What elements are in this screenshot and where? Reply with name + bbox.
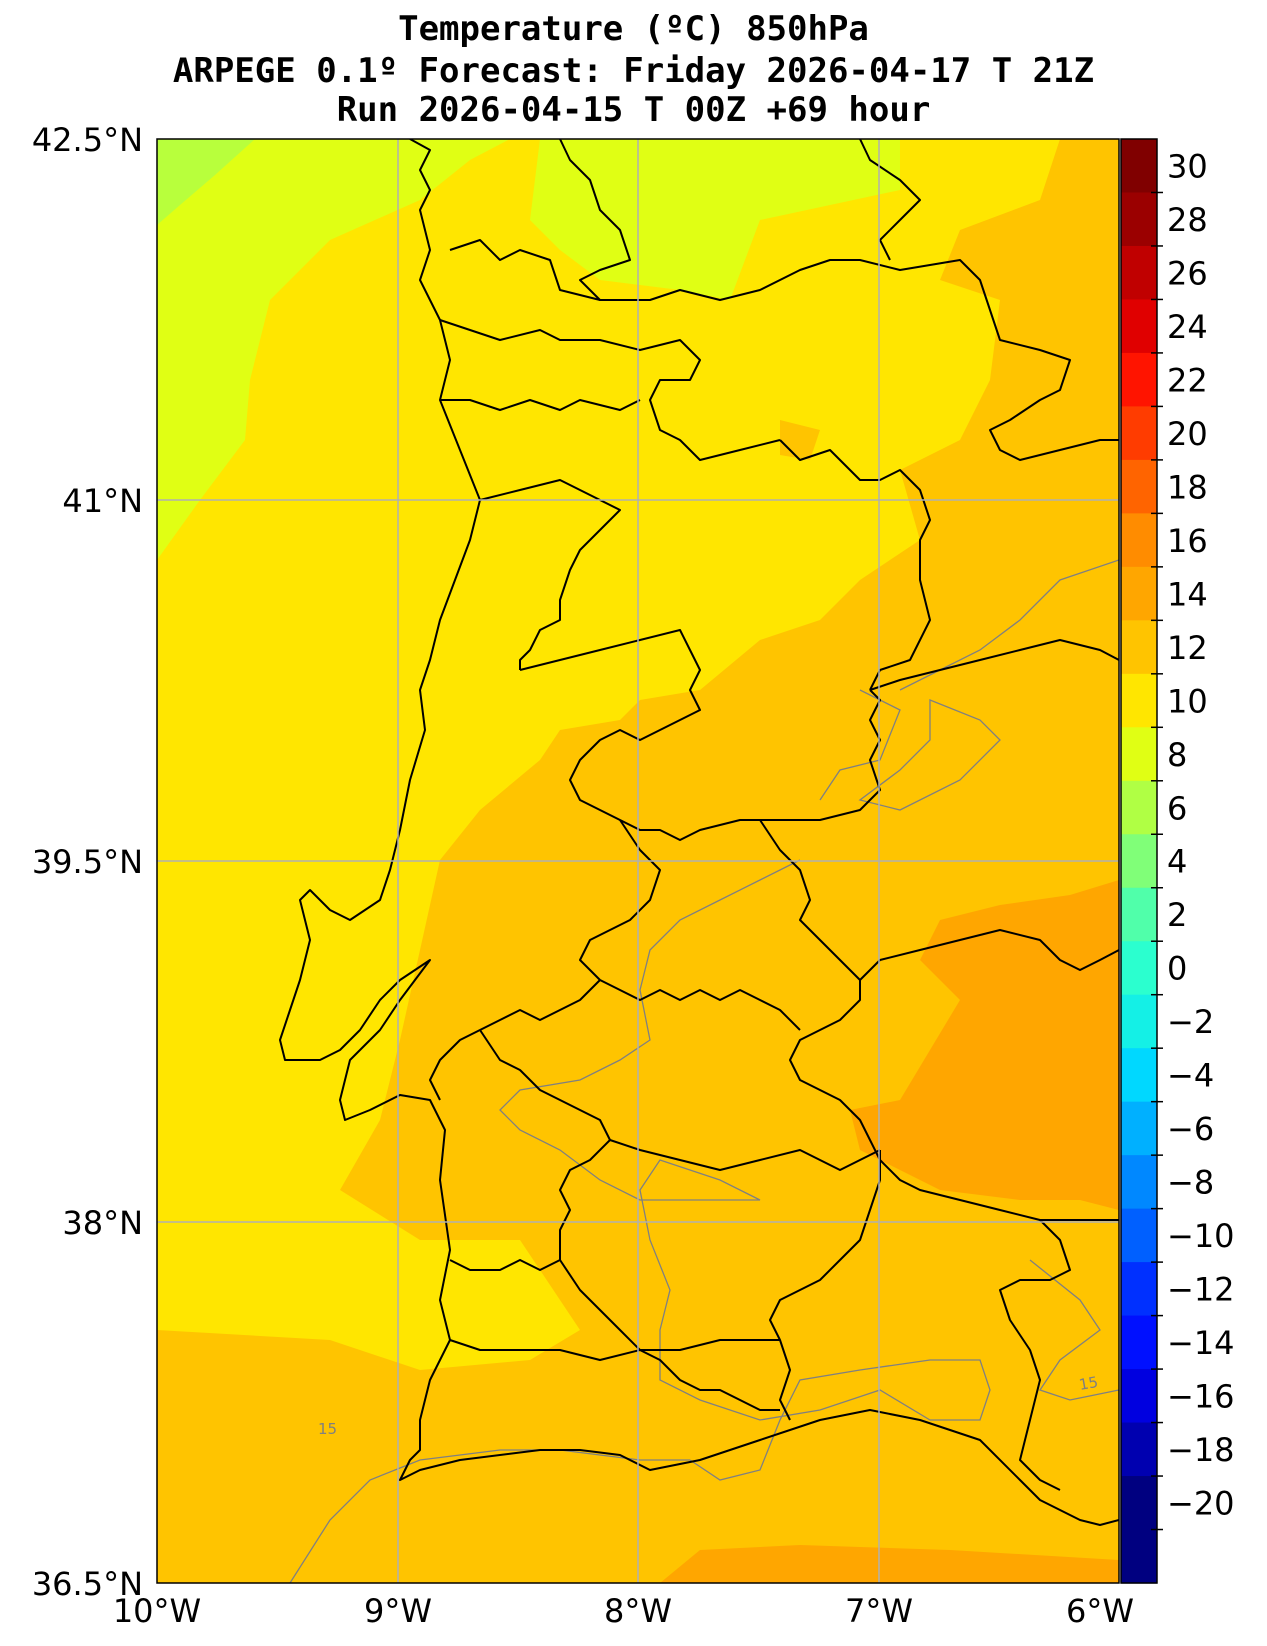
lon-tick-label: 10°W: [113, 1592, 201, 1630]
colorbar-band: [1121, 299, 1157, 354]
colorbar-band: [1121, 352, 1157, 408]
plot-frame: [156, 138, 1120, 1584]
lon-tick-label: 9°W: [364, 1592, 432, 1630]
colorbar-label: −18: [1167, 1431, 1235, 1469]
colorbar-band: [1121, 1422, 1157, 1477]
title-line-variable: Temperature (ºC) 850hPa: [398, 9, 869, 49]
colorbar-label: 10: [1167, 682, 1208, 720]
lat-tick-label: 38°N: [62, 1204, 143, 1242]
contour-label-west: 15: [318, 1420, 337, 1438]
lat-tick-label: 36.5°N: [32, 1565, 143, 1603]
colorbar-band: [1121, 513, 1157, 568]
colorbar-band: [1121, 406, 1157, 461]
colorbar-label: 18: [1167, 468, 1208, 506]
lon-tick-label: 6°W: [1066, 1592, 1134, 1630]
colorbar-label: 12: [1167, 629, 1208, 667]
colorbar-band: [1121, 566, 1157, 621]
colorbar-label: 2: [1167, 896, 1187, 934]
colorbar-band: [1121, 1315, 1157, 1370]
lat-tick-label: 42.5°N: [32, 121, 143, 159]
colorbar-label: 8: [1167, 736, 1187, 774]
colorbar-band: [1121, 673, 1157, 728]
colorbar-label: 0: [1167, 950, 1187, 988]
colorbar-label: 28: [1167, 201, 1208, 239]
colorbar-band: [1121, 1262, 1157, 1317]
colorbar-band: [1121, 245, 1157, 301]
colorbar-band: [1121, 780, 1157, 835]
lat-tick-label: 39.5°N: [32, 843, 143, 881]
colorbar-label: 4: [1167, 843, 1187, 881]
colorbar-band: [1121, 1155, 1157, 1210]
colorbar-label: −4: [1167, 1057, 1214, 1095]
colorbar-label: −10: [1167, 1217, 1235, 1255]
title-line-run: Run 2026-04-15 T 00Z +69 hour: [336, 90, 931, 130]
colorbar-label: 24: [1167, 308, 1208, 346]
field-10-12-west: [157, 139, 510, 560]
colorbar-band: [1121, 139, 1157, 194]
lon-axis: 10°W 9°W 8°W 7°W 6°W: [113, 1592, 1134, 1630]
colorbar-band: [1121, 459, 1157, 514]
colorbar-label: −12: [1167, 1271, 1235, 1309]
colorbar-label: 30: [1167, 147, 1208, 185]
colorbar-band: [1121, 941, 1157, 996]
contour-label-east: 15: [1078, 1373, 1100, 1394]
coastline-borders: [279, 139, 1119, 1526]
colorbar-label: −14: [1167, 1324, 1235, 1362]
colorbar-band: [1121, 1208, 1157, 1263]
field-16-18-south: [660, 1545, 1119, 1583]
colorbar-band: [1121, 887, 1157, 942]
colorbar-label: 26: [1167, 254, 1208, 292]
lon-tick-label: 7°W: [845, 1592, 913, 1630]
colorbar-band: [1121, 1101, 1157, 1156]
colorbar-band: [1121, 1529, 1157, 1584]
lat-tick-label: 41°N: [62, 482, 143, 520]
colorbar: 302826242220181614121086420−2−4−6−8−10−1…: [1120, 138, 1235, 1584]
colorbar-label: −20: [1167, 1485, 1235, 1523]
colorbar-label: 16: [1167, 522, 1208, 560]
colorbar-frame: [1120, 138, 1158, 1584]
colorbar-label: −2: [1167, 1003, 1214, 1041]
colorbar-band: [1121, 727, 1157, 782]
colorbar-label: 22: [1167, 361, 1208, 399]
colorbar-band: [1121, 1476, 1157, 1531]
colorbar-label: 6: [1167, 789, 1187, 827]
colorbar-band: [1121, 1048, 1157, 1103]
field-16-18: [850, 880, 1119, 1210]
colorbar-label: 14: [1167, 575, 1208, 613]
colorbar-band: [1121, 192, 1157, 247]
colorbar-band: [1121, 1369, 1157, 1424]
lon-tick-label: 8°W: [604, 1592, 672, 1630]
colorbar-band: [1121, 994, 1157, 1049]
field-below-10: [157, 139, 255, 225]
colorbar-label: −8: [1167, 1164, 1214, 1202]
colorbar-label: 20: [1167, 415, 1208, 453]
field-10-12-north: [530, 139, 900, 300]
title-line-forecast: ARPEGE 0.1º Forecast: Friday 2026-04-17 …: [172, 51, 1095, 91]
colorbar-label: −16: [1167, 1378, 1235, 1416]
lat-axis: 42.5°N 41°N 39.5°N 38°N 36.5°N: [32, 121, 143, 1603]
colorbar-band: [1121, 834, 1157, 889]
colorbar-band: [1121, 620, 1157, 675]
graticule: [157, 139, 1119, 1583]
colorbar-label: −6: [1167, 1110, 1214, 1148]
